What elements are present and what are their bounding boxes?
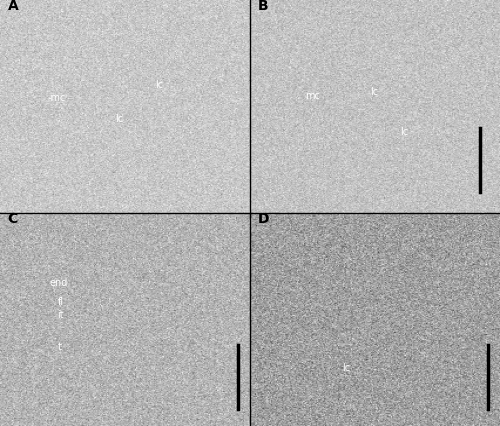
- Text: C: C: [8, 212, 18, 226]
- Text: t: t: [58, 342, 62, 352]
- Text: D: D: [258, 212, 269, 226]
- Text: mc: mc: [305, 91, 320, 101]
- Text: lc: lc: [342, 363, 350, 374]
- Text: -mc: -mc: [48, 93, 66, 103]
- Text: lc: lc: [115, 114, 123, 124]
- Text: lc: lc: [370, 86, 378, 97]
- Text: end: end: [50, 278, 68, 288]
- Text: lc: lc: [400, 127, 408, 137]
- Text: A: A: [8, 0, 18, 13]
- Text: B: B: [258, 0, 268, 13]
- Text: it: it: [58, 310, 64, 320]
- Text: lc: lc: [155, 80, 163, 90]
- Text: fl: fl: [58, 297, 64, 308]
